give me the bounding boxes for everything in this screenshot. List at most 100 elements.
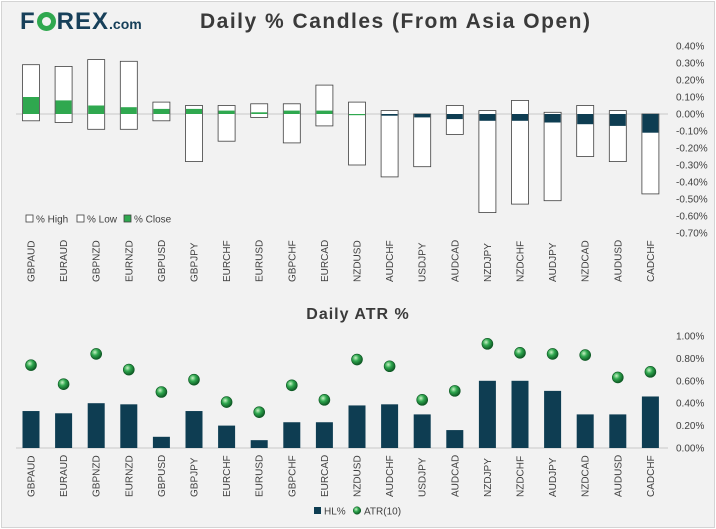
logo-text-left: F — [20, 8, 36, 35]
candles-x-tick-label: GBPNZD — [92, 240, 103, 282]
candles-y-tick-label: 0.40% — [676, 42, 704, 53]
atr-x-tick-label: EURCAD — [320, 455, 331, 497]
atr-legend-label: ATR(10) — [364, 507, 401, 518]
candle-range — [54, 66, 73, 123]
atr-x-tick-label: AUDJPY — [548, 457, 559, 497]
candles-x-tick-label: USDJPY — [418, 242, 429, 282]
candle-range — [445, 105, 464, 135]
atr-x-tick-label: EURUSD — [255, 455, 266, 497]
candle-close — [186, 108, 202, 114]
atr-y-tick-label: 0.60% — [676, 376, 704, 387]
atr-x-tick-label: EURNZD — [124, 455, 135, 497]
candle-range — [348, 101, 366, 166]
atr-x-tick-label: USDJPY — [418, 457, 429, 497]
candle-range — [250, 103, 269, 118]
candle-close — [544, 114, 561, 123]
candle-close — [88, 105, 105, 114]
candle-close — [512, 114, 528, 121]
candle-close — [283, 110, 300, 114]
candle-range — [315, 84, 334, 127]
hl-bar — [413, 414, 431, 448]
candles-x-tick-label: AUDCHF — [385, 240, 396, 282]
candle-close — [609, 114, 626, 126]
candle-range — [87, 59, 106, 130]
hl-bar — [641, 396, 659, 448]
atr-x-tick-label: NZDJPY — [483, 458, 494, 497]
atr-x-tick-label: AUDCAD — [450, 455, 461, 497]
candles-x-tick-label: GBPCHF — [287, 240, 298, 282]
candles-x-tick-label: NZDJPY — [483, 243, 494, 282]
atr-x-tick-label: GBPAUD — [27, 456, 38, 498]
atr-x-tick-label: EURCHF — [222, 455, 233, 497]
candles-x-tick-label: EURNZD — [124, 240, 135, 282]
candles-x-tick-label: EURAUD — [59, 240, 70, 282]
atr-point — [155, 386, 168, 398]
hl-bar — [283, 422, 301, 448]
atr-y-tick-label: 1.00% — [676, 332, 704, 343]
candles-y-tick-label: 0.10% — [676, 93, 704, 104]
logo-suffix: .com — [109, 16, 142, 32]
atr-x-tick-label: CADCHF — [646, 455, 657, 497]
candles-chart-title: Daily % Candles (From Asia Open) — [200, 10, 592, 33]
candle-close — [251, 112, 268, 114]
atr-point — [188, 373, 200, 386]
candle-range — [119, 60, 138, 130]
hl-bar — [22, 411, 40, 448]
atr-x-tick-label: EURAUD — [59, 455, 70, 497]
candles-legend-label: % Close — [134, 215, 172, 226]
atr-x-tick-label: GBPCHF — [287, 455, 298, 497]
hl-bar — [152, 436, 170, 448]
atr-legend-swatch — [352, 506, 362, 515]
candle-close — [218, 110, 235, 114]
candle-range — [511, 100, 529, 205]
candles-x-tick-label: CADCHF — [646, 240, 657, 282]
hl-bar — [478, 380, 496, 448]
atr-x-tick-label: NZDUSD — [353, 455, 364, 497]
candles-x-tick-label: GBPJPY — [190, 242, 201, 282]
atr-y-tick-label: 0.40% — [676, 399, 704, 410]
atr-point — [123, 363, 135, 376]
atr-point — [481, 338, 494, 350]
candle-range — [185, 105, 203, 162]
atr-chart-title: Daily ATR % — [306, 306, 410, 323]
candles-x-tick-label: GBPAUD — [27, 241, 38, 283]
atr-x-tick-label: NZDCAD — [581, 455, 592, 497]
candle-close — [642, 114, 659, 133]
atr-point — [253, 406, 266, 418]
candles-y-tick-label: -0.10% — [676, 127, 708, 138]
candles-y-tick-label: -0.20% — [676, 144, 708, 155]
atr-point — [611, 371, 624, 384]
logo-text-right: REX — [56, 8, 110, 35]
candle-close — [120, 107, 137, 114]
candles-x-tick-label: NZDUSD — [353, 240, 364, 282]
candle-range — [478, 110, 497, 213]
atr-point — [448, 385, 461, 397]
atr-x-tick-label: AUDUSD — [613, 455, 624, 497]
hl-bar — [511, 380, 529, 448]
atr-point — [90, 348, 102, 360]
atr-point — [57, 378, 70, 390]
hl-bar — [250, 440, 268, 448]
candles-x-tick-label: NZDCAD — [581, 240, 592, 282]
hl-bar — [315, 422, 333, 448]
candles-x-tick-label: AUDCAD — [450, 240, 461, 282]
atr-x-tick-label: GBPJPY — [190, 457, 201, 497]
atr-point — [416, 394, 429, 406]
candles-legend-swatch — [76, 214, 85, 223]
candles-y-tick-label: 0.20% — [676, 76, 704, 87]
atr-y-tick-label: 0.20% — [676, 421, 704, 432]
hl-bar — [609, 414, 627, 448]
candle-close — [381, 114, 398, 116]
atr-x-tick-label: GBPUSD — [157, 455, 168, 497]
candles-y-tick-label: -0.40% — [676, 178, 708, 189]
atr-point — [514, 346, 526, 359]
atr-point — [644, 366, 657, 378]
candle-close — [577, 114, 594, 125]
candle-range — [217, 105, 236, 142]
atr-point — [25, 359, 37, 371]
candles-y-tick-label: 0.00% — [676, 110, 704, 121]
hl-bar — [218, 425, 236, 448]
atr-point — [351, 353, 363, 366]
candles-y-tick-label: -0.60% — [676, 212, 708, 223]
